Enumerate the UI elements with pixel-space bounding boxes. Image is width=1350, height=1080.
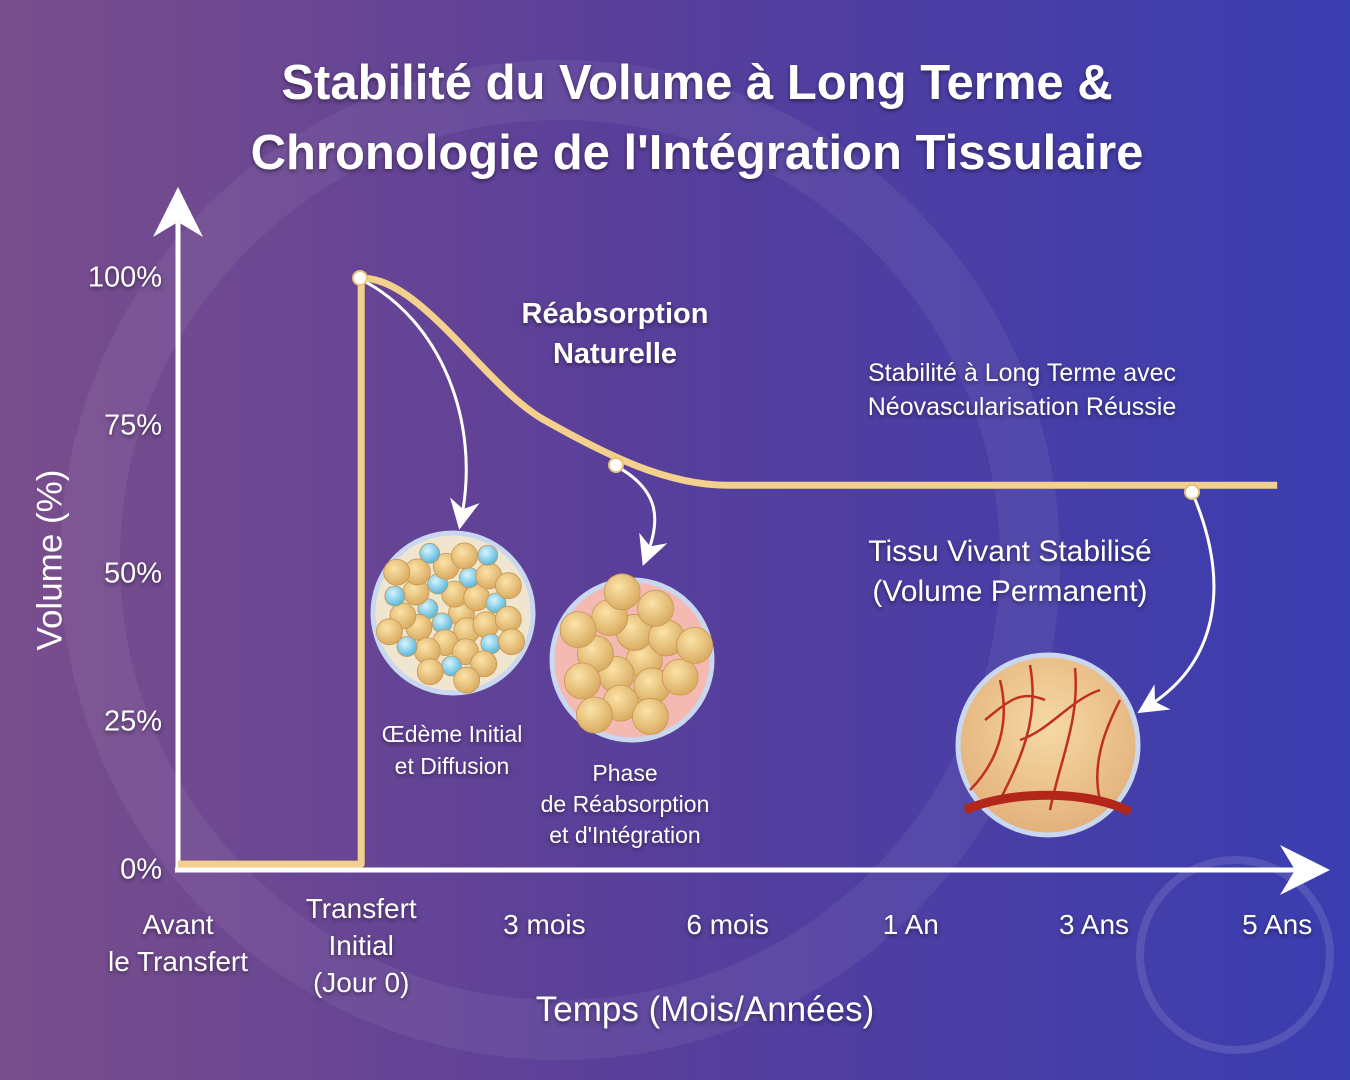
- cell: [661, 658, 699, 696]
- cell: [631, 698, 669, 735]
- cell: [603, 573, 641, 611]
- cell: [416, 658, 444, 686]
- x-tick-label: Transfert Initial (Jour 0): [305, 893, 417, 998]
- y-tick-label: 0%: [120, 853, 162, 886]
- cell: [563, 662, 601, 700]
- illustrations: [352, 270, 1216, 838]
- y-tick-label: 25%: [103, 705, 162, 738]
- backdrop: [60, 60, 1334, 1060]
- cell: [494, 605, 522, 633]
- cell: [559, 611, 597, 648]
- annotation: Stabilité à Long Terme avec Néovasculari…: [867, 359, 1177, 421]
- cell: [384, 585, 406, 607]
- y-tick-label: 75%: [103, 409, 162, 442]
- axes: [153, 187, 1330, 895]
- cell: [470, 650, 498, 678]
- x-tick-label: 3 Ans: [1058, 909, 1130, 940]
- cell: [451, 542, 478, 570]
- cell: [376, 618, 403, 646]
- cell: [419, 542, 441, 564]
- cell: [383, 558, 411, 586]
- cell: [396, 636, 418, 657]
- cell: [498, 628, 525, 656]
- line: [178, 274, 1278, 868]
- annotation: Phase de Réabsorption et d'Intégration: [540, 760, 710, 848]
- cell: [485, 592, 507, 614]
- y-axis-title: Volume (%): [30, 470, 69, 651]
- cell: [495, 572, 522, 600]
- annotation: Œdème Initial et Diffusion: [381, 721, 523, 779]
- annotation: Réabsorption Naturelle: [521, 298, 709, 370]
- x-tick-label: Avant le Transfert: [107, 909, 249, 977]
- x-axis-title: Temps (Mois/Années): [535, 990, 875, 1029]
- x-tick-label: 6 mois: [686, 909, 769, 940]
- cell: [453, 666, 481, 694]
- x-tick-label: 3 mois: [503, 909, 586, 940]
- cell: [576, 696, 613, 734]
- x-tick-label: 5 Ans: [1242, 909, 1313, 940]
- cell: [676, 627, 714, 664]
- cell: [472, 611, 500, 639]
- chart-title: Stabilité du Volume à Long Terme & Chron…: [250, 56, 1144, 180]
- cell: [637, 590, 674, 627]
- annotation: Tissu Vivant Stabilisé (Volume Permanent…: [868, 535, 1152, 608]
- cell: [477, 544, 499, 566]
- x-tick-label: 1 An: [882, 909, 939, 940]
- y-tick-label: 100%: [87, 261, 162, 294]
- y-tick-label: 50%: [103, 557, 162, 590]
